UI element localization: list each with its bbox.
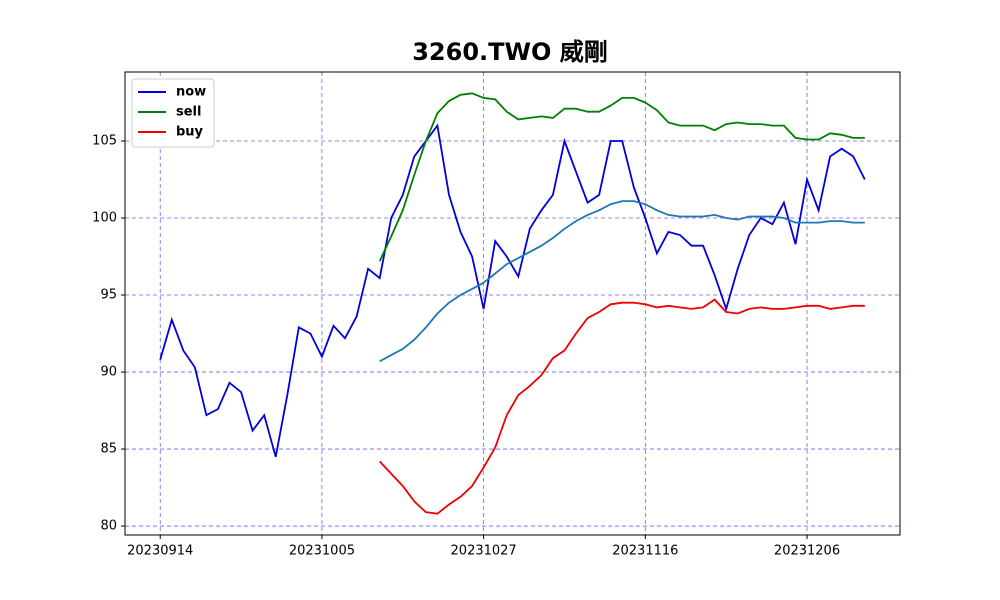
series-line (379, 200, 865, 363)
x-tick-label: 20231005 (289, 544, 355, 559)
series-line (378, 92, 865, 262)
legend-label: now (176, 85, 206, 100)
x-tick-label: 20231206 (774, 544, 840, 559)
y-tick-label: 100 (92, 211, 117, 226)
x-tick-label: 20231027 (451, 544, 517, 559)
legend-label: buy (176, 125, 204, 140)
plot-frame (124, 71, 901, 536)
legend-box (131, 78, 215, 148)
y-tick-label: 90 (100, 365, 117, 380)
x-tick-label: 20231116 (612, 544, 678, 559)
chart-title: 3260.TWO 威剛 (412, 38, 608, 66)
series-line (379, 298, 865, 515)
legend-label: sell (176, 105, 201, 120)
series-line (159, 123, 866, 458)
y-tick-label: 105 (92, 134, 117, 149)
y-tick-label: 95 (100, 288, 117, 303)
y-tick-label: 80 (100, 519, 117, 534)
y-tick-label: 85 (100, 442, 117, 457)
x-tick-label: 20230914 (127, 544, 193, 559)
